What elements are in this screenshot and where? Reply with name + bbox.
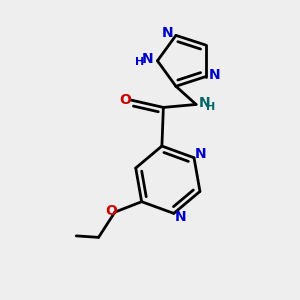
Text: N: N <box>199 96 210 110</box>
Text: N: N <box>209 68 220 82</box>
Text: N: N <box>175 210 186 224</box>
Text: H: H <box>206 102 216 112</box>
Text: N: N <box>142 52 154 66</box>
Text: O: O <box>119 93 131 107</box>
Text: N: N <box>195 147 206 161</box>
Text: N: N <box>161 26 173 40</box>
Text: H: H <box>135 57 144 67</box>
Text: O: O <box>105 204 117 218</box>
